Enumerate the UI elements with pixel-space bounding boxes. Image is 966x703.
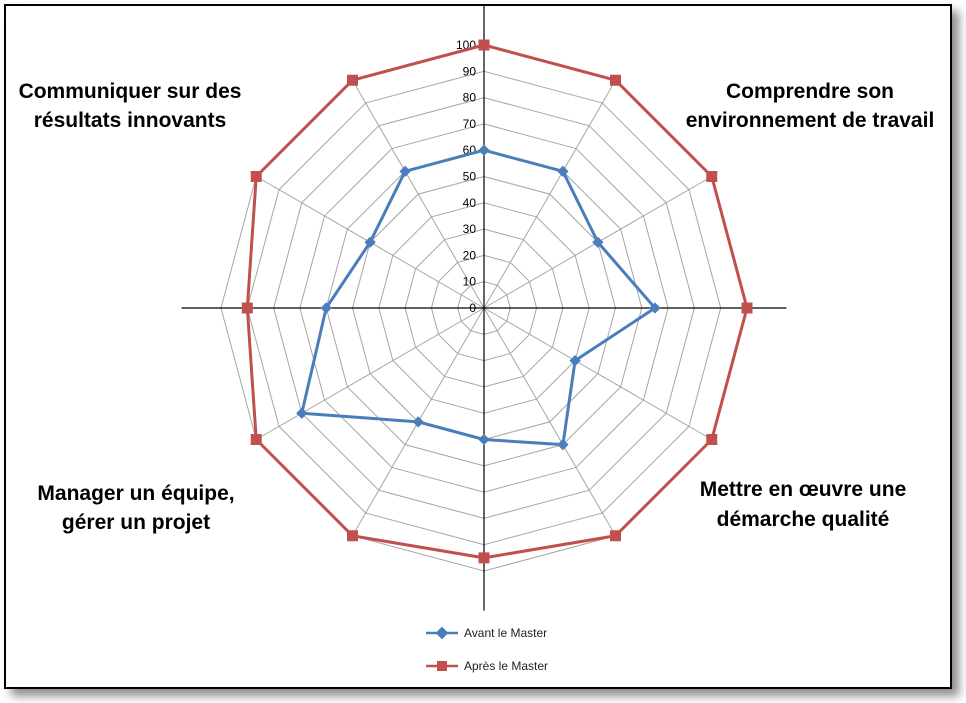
legend-entry-avant: Avant le Master [426, 626, 547, 640]
legend-marker-avant [435, 626, 449, 640]
quadrant-label-top-right-line2: environnement de travail [686, 109, 935, 132]
series-1 [241, 39, 753, 564]
quadrant-label-bottom-left-line1: Manager un équipe, [37, 482, 234, 505]
grid-spoke-5 [483, 307, 616, 537]
grid-spoke-4 [483, 307, 713, 440]
legend-label-apres: Après le Master [464, 659, 548, 673]
point-0-10 [364, 236, 376, 248]
point-1-9 [241, 302, 253, 314]
point-1-10 [250, 171, 262, 182]
point-1-3 [741, 302, 753, 314]
point-1-0 [478, 39, 490, 51]
point-0-6 [478, 433, 490, 446]
point-1-1 [610, 74, 621, 86]
legend-label-avant: Avant le Master [464, 626, 547, 640]
grid-spoke-11 [352, 79, 485, 309]
tick-label-0: 0 [469, 301, 476, 315]
tick-label-90: 90 [463, 64, 477, 78]
point-0-3 [649, 302, 661, 314]
point-0-5 [557, 439, 569, 451]
point-1-7 [347, 530, 358, 542]
series-line-1 [245, 43, 749, 560]
point-1-2 [706, 171, 718, 182]
legend-entry-apres: Après le Master [426, 659, 548, 673]
radar-axes [181, 6, 787, 611]
chart-legend: Avant le Master Après le Master [426, 626, 548, 673]
chart-frame: 0 10 20 30 40 50 60 70 80 90 100 Communiquer sur d… [4, 4, 952, 689]
point-1-11 [347, 74, 358, 86]
legend-marker-apres [437, 661, 447, 671]
tick-label-80: 80 [463, 91, 477, 105]
quadrant-label-top-left-line2: résultats innovants [34, 109, 227, 132]
tick-label-40: 40 [463, 196, 477, 210]
tick-label-70: 70 [463, 117, 477, 131]
grid-spoke-1 [483, 79, 616, 309]
point-1-8 [250, 434, 262, 445]
tick-label-20: 20 [463, 248, 477, 262]
tick-label-30: 30 [463, 222, 477, 236]
tick-label-50: 50 [463, 170, 477, 184]
point-0-8 [296, 407, 308, 419]
point-0-2 [592, 236, 604, 248]
point-1-6 [478, 552, 490, 564]
point-0-4 [569, 354, 581, 367]
quadrant-label-bottom-right-line1: Mettre en œuvre une [700, 478, 907, 501]
point-1-4 [706, 434, 718, 445]
series-0 [296, 144, 661, 451]
quadrant-label-top-left-line1: Communiquer sur des [19, 80, 242, 103]
point-0-0 [478, 144, 490, 156]
grid-spoke-8 [255, 307, 485, 440]
point-0-9 [320, 302, 332, 314]
data-series [241, 39, 753, 564]
point-0-7 [412, 416, 424, 428]
point-0-1 [557, 165, 569, 177]
point-1-5 [610, 530, 621, 542]
point-0-11 [399, 165, 411, 177]
quadrant-label-bottom-right-line2: démarche qualité [717, 508, 890, 531]
quadrant-label-bottom-left-line2: gérer un projet [62, 511, 210, 534]
tick-label-10: 10 [463, 275, 477, 289]
quadrant-label-top-right-line1: Comprendre son [726, 80, 894, 103]
